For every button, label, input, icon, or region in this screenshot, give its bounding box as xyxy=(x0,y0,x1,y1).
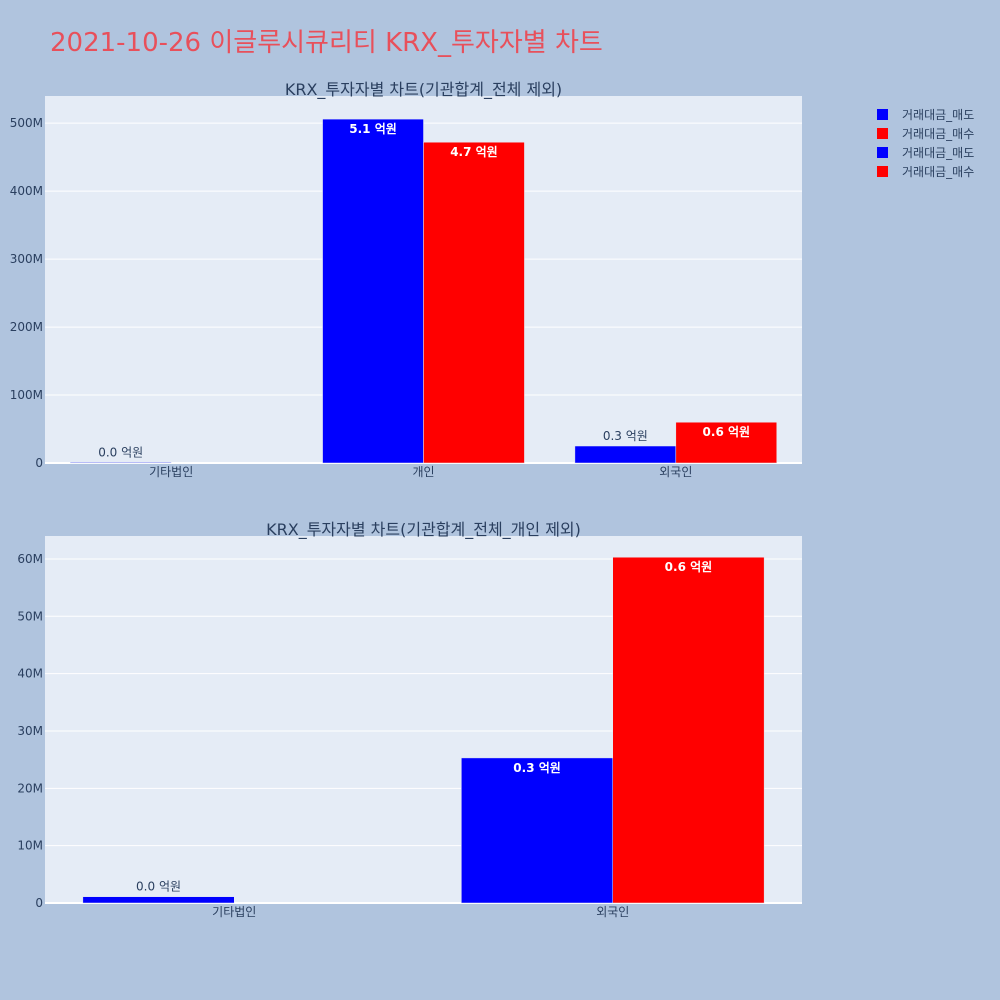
x-tick-label: 기타법인 xyxy=(212,905,256,919)
y-tick-label: 20M xyxy=(17,781,43,795)
legend-label[interactable]: 거래대금_매수 xyxy=(902,165,974,179)
y-tick-label: 200M xyxy=(10,320,43,334)
data-label: 0.3 억원 xyxy=(603,429,648,443)
y-tick-label: 10M xyxy=(17,839,43,853)
legend-swatch[interactable] xyxy=(877,147,888,158)
bar-sell xyxy=(322,118,424,464)
data-label: 0.6 억원 xyxy=(703,425,751,439)
data-label: 0.6 억원 xyxy=(665,560,713,574)
y-tick-label: 0 xyxy=(35,456,43,470)
legend-swatch[interactable] xyxy=(877,109,888,120)
legend-label[interactable]: 거래대금_매도 xyxy=(902,146,974,160)
bar-buy xyxy=(423,141,525,464)
data-label: 0.0 억원 xyxy=(136,880,181,894)
y-tick-label: 60M xyxy=(17,552,43,566)
legend-swatch[interactable] xyxy=(877,166,888,177)
x-tick-label: 기타법인 xyxy=(149,465,193,479)
x-tick-label: 외국인 xyxy=(659,465,692,479)
chart-title: KRX_투자자별 차트(기관합계_전체_개인 제외) xyxy=(266,520,581,540)
page-title: 2021-10-26 이글루시큐리티 KRX_투자자별 차트 xyxy=(50,28,603,58)
y-tick-label: 0 xyxy=(35,896,43,910)
bar-sell xyxy=(69,462,172,464)
data-label: 4.7 억원 xyxy=(450,145,498,159)
data-label: 0.0 억원 xyxy=(98,445,143,459)
y-tick-label: 400M xyxy=(10,184,43,198)
y-tick-label: 100M xyxy=(10,388,43,402)
data-label: 0.3 억원 xyxy=(513,761,561,775)
y-tick-label: 50M xyxy=(17,609,43,623)
y-tick-label: 40M xyxy=(17,667,43,681)
data-label: 5.1 억원 xyxy=(349,122,397,136)
bar-sell xyxy=(461,757,613,904)
x-tick-label: 외국인 xyxy=(596,905,629,919)
bar-buy xyxy=(612,556,765,904)
y-tick-label: 500M xyxy=(10,116,43,130)
chart-title: KRX_투자자별 차트(기관합계_전체 제외) xyxy=(285,80,562,100)
y-tick-label: 30M xyxy=(17,724,43,738)
legend-label[interactable]: 거래대금_매도 xyxy=(902,108,974,122)
bar-sell xyxy=(574,445,677,464)
bar-sell xyxy=(82,896,235,904)
y-tick-label: 300M xyxy=(10,252,43,266)
x-tick-label: 개인 xyxy=(412,465,434,479)
legend-swatch[interactable] xyxy=(877,128,888,139)
bar-buy xyxy=(675,421,778,464)
legend-label[interactable]: 거래대금_매수 xyxy=(902,127,974,141)
